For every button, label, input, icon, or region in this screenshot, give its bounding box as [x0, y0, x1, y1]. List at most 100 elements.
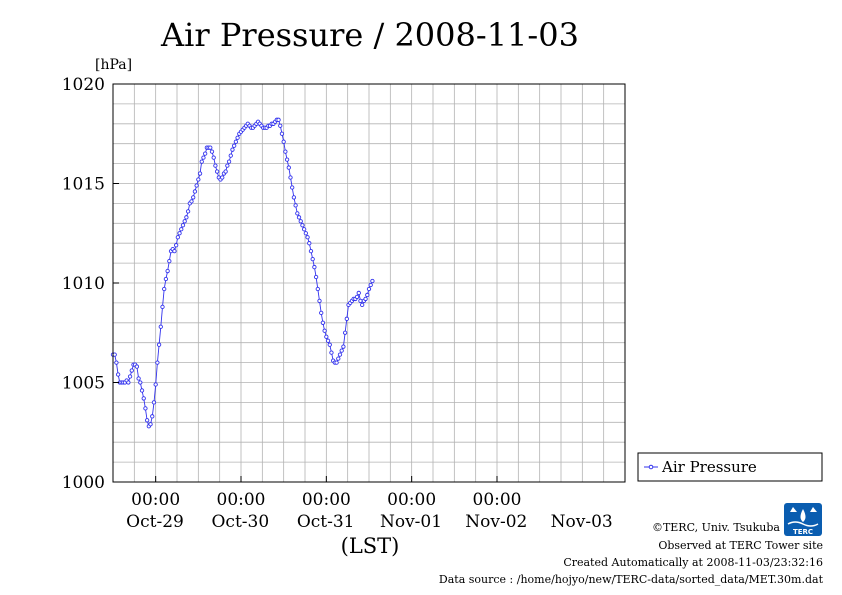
data-point [129, 368, 134, 373]
data-point [158, 324, 163, 329]
data-point [115, 372, 121, 377]
data-point [127, 374, 133, 379]
data-point [180, 223, 186, 228]
data-point [199, 159, 204, 164]
data-point [293, 203, 298, 208]
y-tick-label: 1020 [62, 75, 105, 95]
data-point [138, 380, 143, 385]
data-point [327, 342, 332, 347]
data-point [196, 177, 201, 182]
data-point [336, 356, 341, 361]
data-point [213, 163, 218, 168]
data-point [232, 143, 237, 148]
data-point [295, 211, 300, 216]
data-point [276, 117, 281, 122]
data-point [182, 219, 187, 224]
data-point [189, 199, 194, 204]
logo-mountain-right-icon [810, 507, 817, 512]
y-tick-label: 1010 [62, 274, 105, 294]
data-point [298, 219, 303, 224]
data-point [288, 175, 293, 180]
data-point [184, 215, 189, 220]
data-point [220, 175, 225, 180]
footer-observed: Observed at TERC Tower site [658, 539, 823, 552]
grid-lines [113, 84, 625, 482]
data-point [296, 215, 302, 220]
data-point [313, 274, 319, 280]
data-point [278, 123, 283, 128]
data-point [300, 223, 305, 228]
data-point [312, 264, 317, 270]
data-point [167, 258, 172, 264]
data-point [356, 290, 361, 296]
data-point [370, 278, 375, 284]
data-point [341, 344, 346, 349]
data-point [112, 352, 117, 357]
data-point [126, 380, 131, 385]
footer-copyright: ©TERC, Univ. Tsukuba [652, 521, 780, 534]
data-point [319, 310, 324, 315]
data-point [228, 153, 233, 158]
data-point [144, 418, 150, 423]
data-point [342, 330, 348, 335]
data-point [317, 298, 322, 304]
x-day-label: Oct-31 [297, 512, 355, 532]
data-point [233, 139, 239, 144]
data-point [155, 360, 160, 365]
data-point [284, 157, 290, 162]
data-point [283, 149, 288, 154]
data-point [322, 328, 327, 333]
data-point [151, 400, 157, 405]
data-point [315, 286, 320, 292]
data-point [301, 227, 307, 232]
data-point [325, 338, 331, 343]
x-day-label: Oct-29 [126, 512, 184, 532]
x-time-label: 00:00 [473, 490, 522, 510]
data-point [290, 185, 295, 190]
data-point [360, 302, 365, 308]
logo-text: TERC [793, 528, 813, 536]
data-point [354, 294, 360, 300]
x-day-label: Nov-01 [380, 512, 442, 532]
data-point [114, 360, 119, 365]
y-tick-label: 1015 [62, 175, 105, 195]
data-point [303, 231, 309, 236]
data-point [339, 348, 344, 353]
data-point [185, 209, 191, 214]
data-point [134, 364, 140, 369]
data-point [230, 147, 235, 152]
data-point [143, 406, 148, 411]
data-point [153, 382, 158, 387]
data-point [203, 151, 208, 156]
data-point [334, 360, 339, 365]
data-point [226, 159, 232, 164]
data-point [172, 249, 177, 254]
chart-title: Air Pressure / 2008-11-03 [160, 16, 579, 54]
data-point [320, 320, 326, 325]
logo-mountain-left-icon [790, 507, 797, 512]
data-point [235, 135, 240, 140]
data-point [225, 163, 230, 168]
data-point [136, 376, 141, 381]
data-point [366, 286, 372, 292]
data-point [197, 171, 203, 176]
data-point [173, 243, 179, 248]
data-point [201, 155, 206, 160]
x-time-label: 00:00 [302, 490, 351, 510]
data-point [286, 165, 291, 170]
data-point [156, 342, 162, 347]
x-time-label: 00:00 [387, 490, 436, 510]
y-tick-label: 1005 [62, 374, 105, 394]
y-tick-label: 1000 [62, 473, 105, 493]
data-point [141, 396, 146, 401]
data-point [291, 195, 297, 200]
data-point [179, 227, 184, 232]
data-point [208, 145, 213, 150]
data-point [194, 183, 199, 188]
data-point [150, 414, 155, 419]
data-point [305, 235, 310, 240]
data-point [337, 352, 343, 357]
data-point [281, 139, 286, 144]
